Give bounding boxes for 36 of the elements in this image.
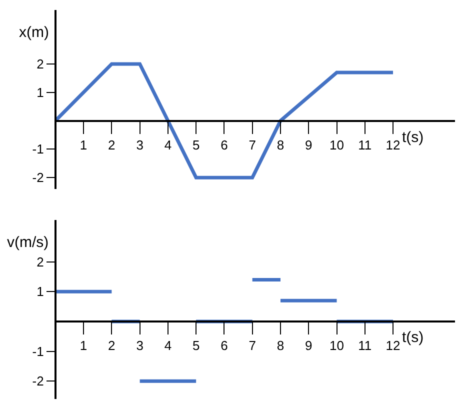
x-tick-label: 11	[358, 338, 372, 354]
x-tick-label: 1	[80, 338, 88, 354]
x-tick-label: 11	[358, 137, 372, 152]
y-tick-label: -1	[32, 344, 44, 359]
x-tick-label: 5	[192, 137, 200, 152]
x-tick-label: 9	[305, 338, 312, 354]
x-tick-label: 7	[248, 137, 256, 152]
y-axis-title: v(m/s)	[7, 234, 49, 251]
x-tick-label: 8	[276, 338, 284, 354]
x-tick-label: 2	[108, 137, 116, 152]
x-tick-label: 4	[164, 137, 172, 152]
x-tick-label: 9	[305, 137, 312, 152]
x-tick-label: 4	[164, 338, 172, 354]
x-tick-label: 2	[108, 338, 116, 354]
y-tick-label: -1	[32, 142, 44, 157]
x-tick-label: 7	[248, 338, 256, 354]
x-tick-label: 1	[80, 137, 88, 152]
x-tick-label: 3	[136, 338, 144, 354]
y-tick-label: -2	[32, 374, 44, 389]
x-tick-label: 10	[330, 137, 344, 152]
y-tick-label: 2	[36, 56, 44, 72]
y-tick-label: 2	[36, 254, 44, 270]
x-tick-label: 10	[330, 338, 344, 354]
x-tick-label: 8	[276, 137, 284, 152]
x-axis-title: t(s)	[402, 329, 424, 346]
x-tick-label: 12	[386, 137, 400, 152]
x-tick-label: 6	[220, 338, 228, 354]
y-tick-label: -2	[32, 170, 44, 186]
x-tick-label: 12	[386, 338, 400, 354]
y-axis-title: x(m)	[19, 24, 49, 41]
y-tick-label: 1	[36, 284, 44, 300]
x-tick-label: 5	[192, 338, 200, 354]
x-tick-label: 6	[220, 137, 228, 152]
x-tick-label: 3	[136, 137, 144, 152]
x-axis-title: t(s)	[402, 129, 424, 146]
y-tick-label: 1	[36, 84, 44, 100]
